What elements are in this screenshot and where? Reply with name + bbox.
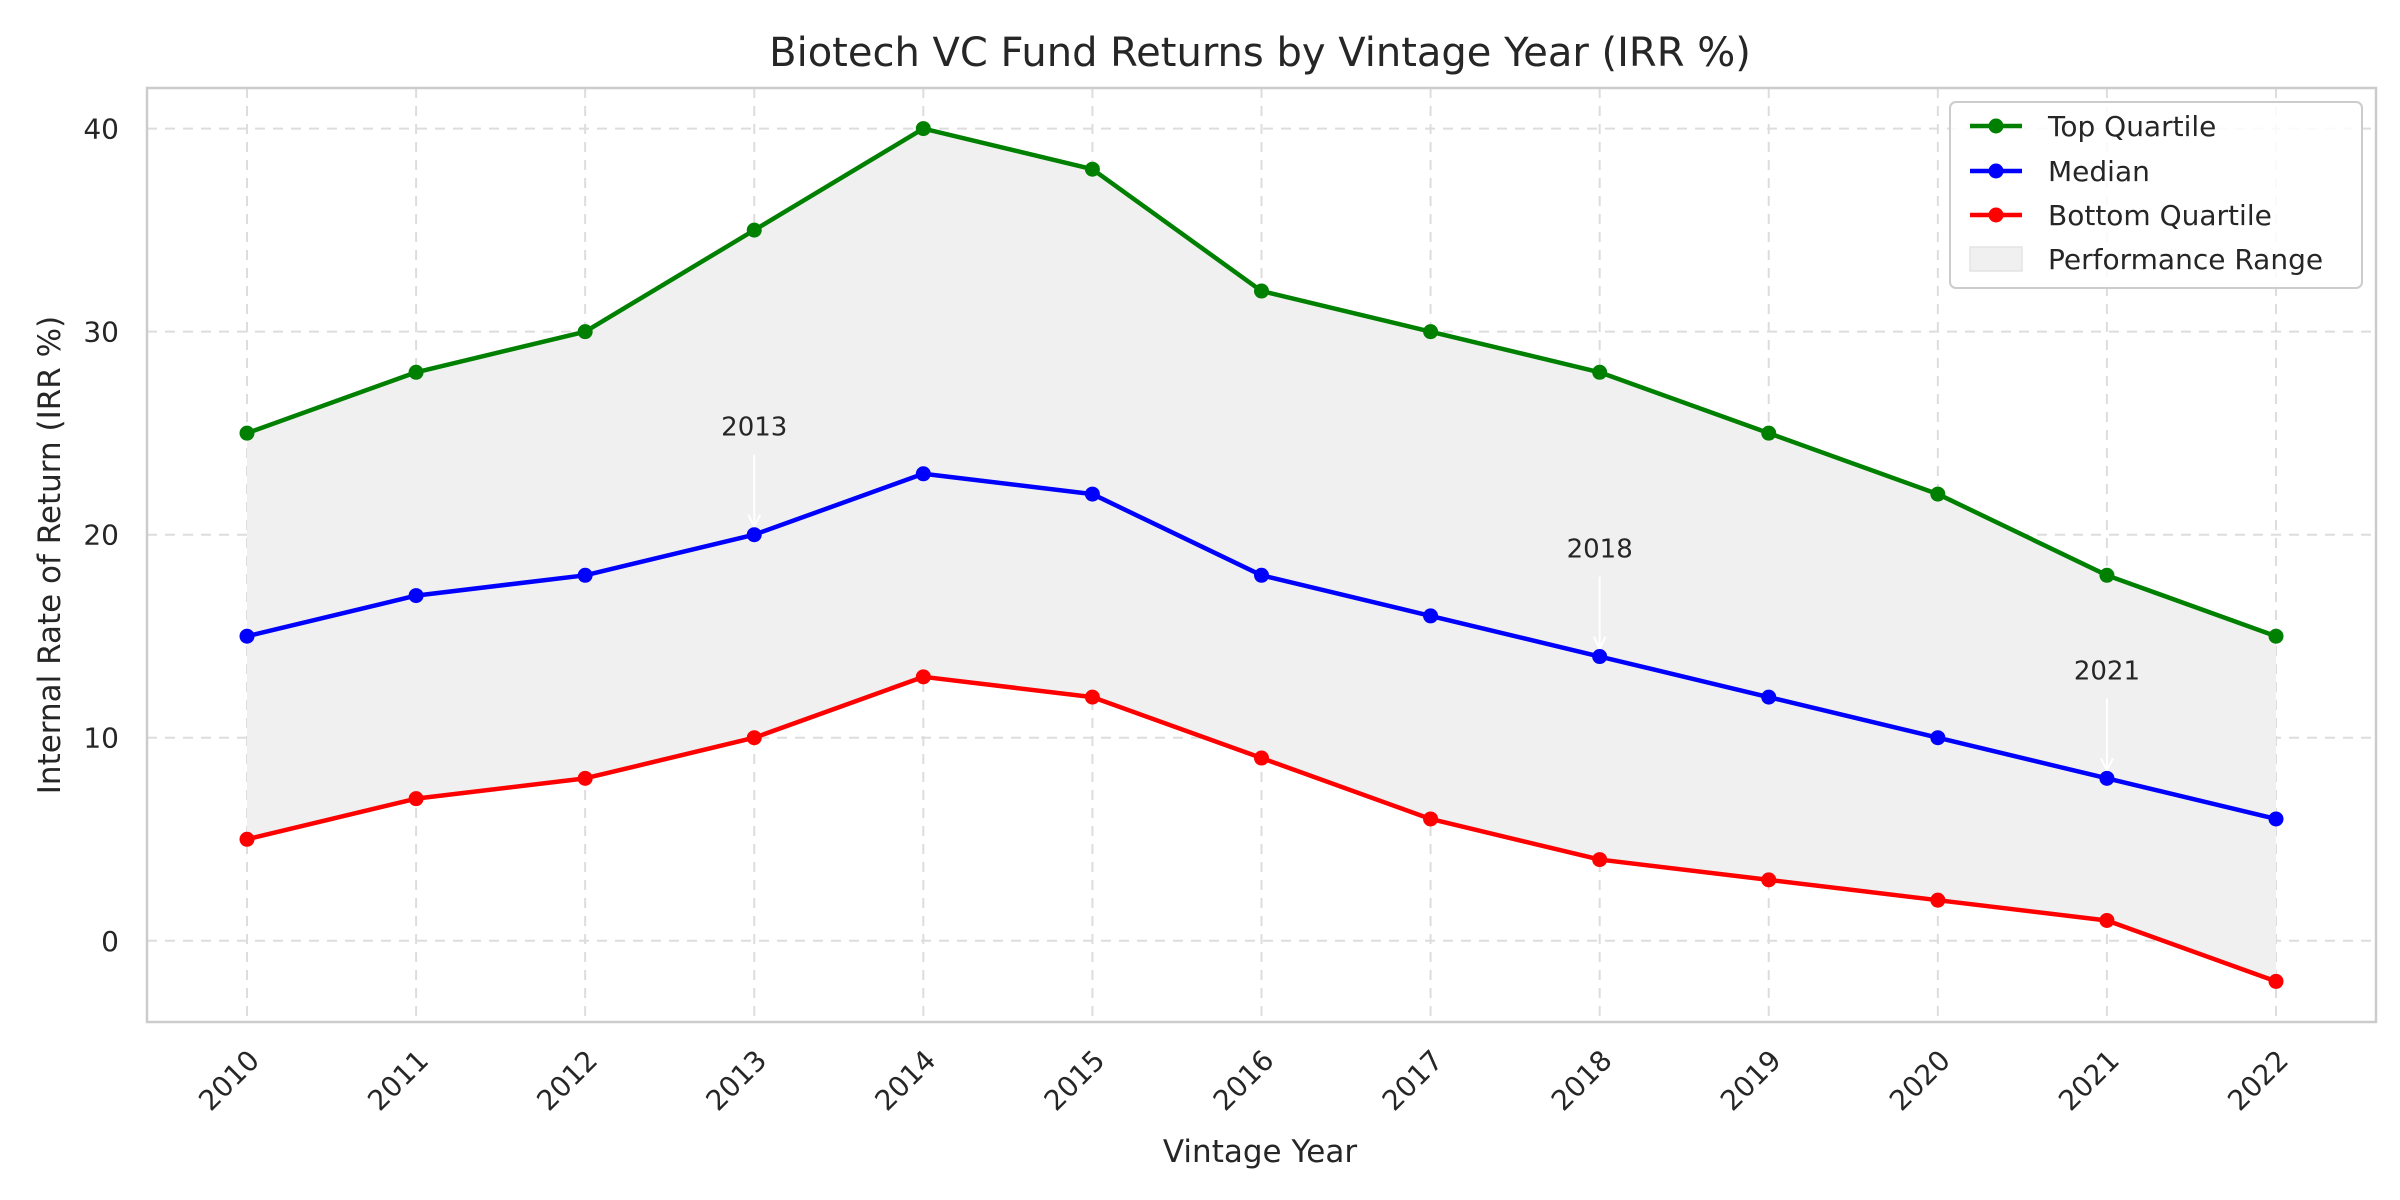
x-tick-label: 2010 [192,1044,266,1118]
x-tick-label: 2012 [530,1044,604,1118]
bottom-quartile-point [746,730,762,746]
top-quartile-point [1930,486,1946,502]
y-axis-label: Internal Rate of Return (IRR %) [32,316,68,794]
y-tick-label: 0 [101,925,119,958]
legend-box [1949,101,2363,289]
bottom-quartile-point [239,831,255,847]
x-tick-label: 2022 [2221,1044,2295,1118]
top-quartile-point [746,222,762,238]
median-point [1423,608,1439,624]
median-point [577,567,593,583]
x-tick-label: 2018 [1545,1044,1619,1118]
bottom-quartile-point [1084,689,1100,705]
top-quartile-point [408,364,424,380]
bottom-quartile-point [1423,811,1439,827]
legend-marker-swatch [1988,118,2004,134]
performance-range-band [247,128,2276,982]
x-tick-label: 2015 [1038,1044,1112,1118]
median-point [1930,730,1946,746]
y-tick-label: 20 [83,519,119,552]
x-tick-label: 2013 [699,1044,773,1118]
annotation-arrowhead [1592,636,1607,651]
median-point [1761,689,1777,705]
chart-title: Biotech VC Fund Returns by Vintage Year … [769,30,1751,76]
x-axis-label: Vintage Year [1163,1134,1357,1170]
median-point [746,527,762,543]
top-quartile-point [1761,425,1777,441]
top-quartile-point [2099,567,2115,583]
bottom-quartile-point [1592,852,1608,868]
legend-label: Top Quartile [2047,110,2216,143]
annotation-label: 2013 [721,413,787,443]
y-tick-label: 40 [83,113,119,146]
x-tick-label: 2014 [869,1044,943,1118]
legend-label: Bottom Quartile [2048,199,2272,232]
median-point [2099,770,2115,786]
median-point [1254,567,1269,583]
median-point [915,466,931,482]
bottom-quartile-point [915,669,931,685]
bottom-quartile-point [1254,750,1269,766]
annotation-label: 2018 [1567,535,1633,565]
legend-label: Performance Range [2048,243,2323,276]
annotation-arrowhead [2100,757,2114,773]
median-point [2268,811,2284,827]
x-tick-label: 2020 [1883,1044,1957,1118]
median-point [1592,649,1608,665]
legend-marker-swatch [1988,163,2004,179]
x-tick-label: 2011 [361,1044,435,1118]
bottom-quartile-point [577,770,593,786]
legend-band-swatch [1969,246,2023,272]
top-quartile-point [577,324,593,340]
annotation-arrowhead [747,514,762,529]
bottom-quartile-point [1930,892,1946,908]
top-quartile-point [239,425,255,441]
legend-label: Median [2048,155,2150,188]
legend-marker-swatch [1988,207,2004,223]
bottom-quartile-point [2268,973,2284,989]
y-tick-label: 30 [83,316,119,349]
top-quartile-point [2268,628,2284,644]
median-point [408,588,424,604]
x-tick-label: 2019 [1714,1044,1788,1118]
x-tick-label: 2021 [2052,1044,2126,1118]
plot-frame [145,86,2378,1024]
x-tick-label: 2016 [1207,1044,1281,1118]
bottom-quartile-point [2099,912,2115,928]
top-quartile-point [1084,161,1100,177]
y-tick-label: 10 [83,722,119,755]
bottom-quartile-point [408,791,424,807]
median-point [239,628,255,644]
top-quartile-point [915,121,931,137]
top-quartile-point [1423,324,1439,340]
top-quartile-point [1592,364,1608,380]
top-quartile-point [1254,283,1269,299]
annotation-label: 2021 [2074,656,2140,686]
median-point [1084,486,1100,502]
bottom-quartile-point [1761,872,1777,888]
x-tick-label: 2017 [1376,1044,1450,1118]
